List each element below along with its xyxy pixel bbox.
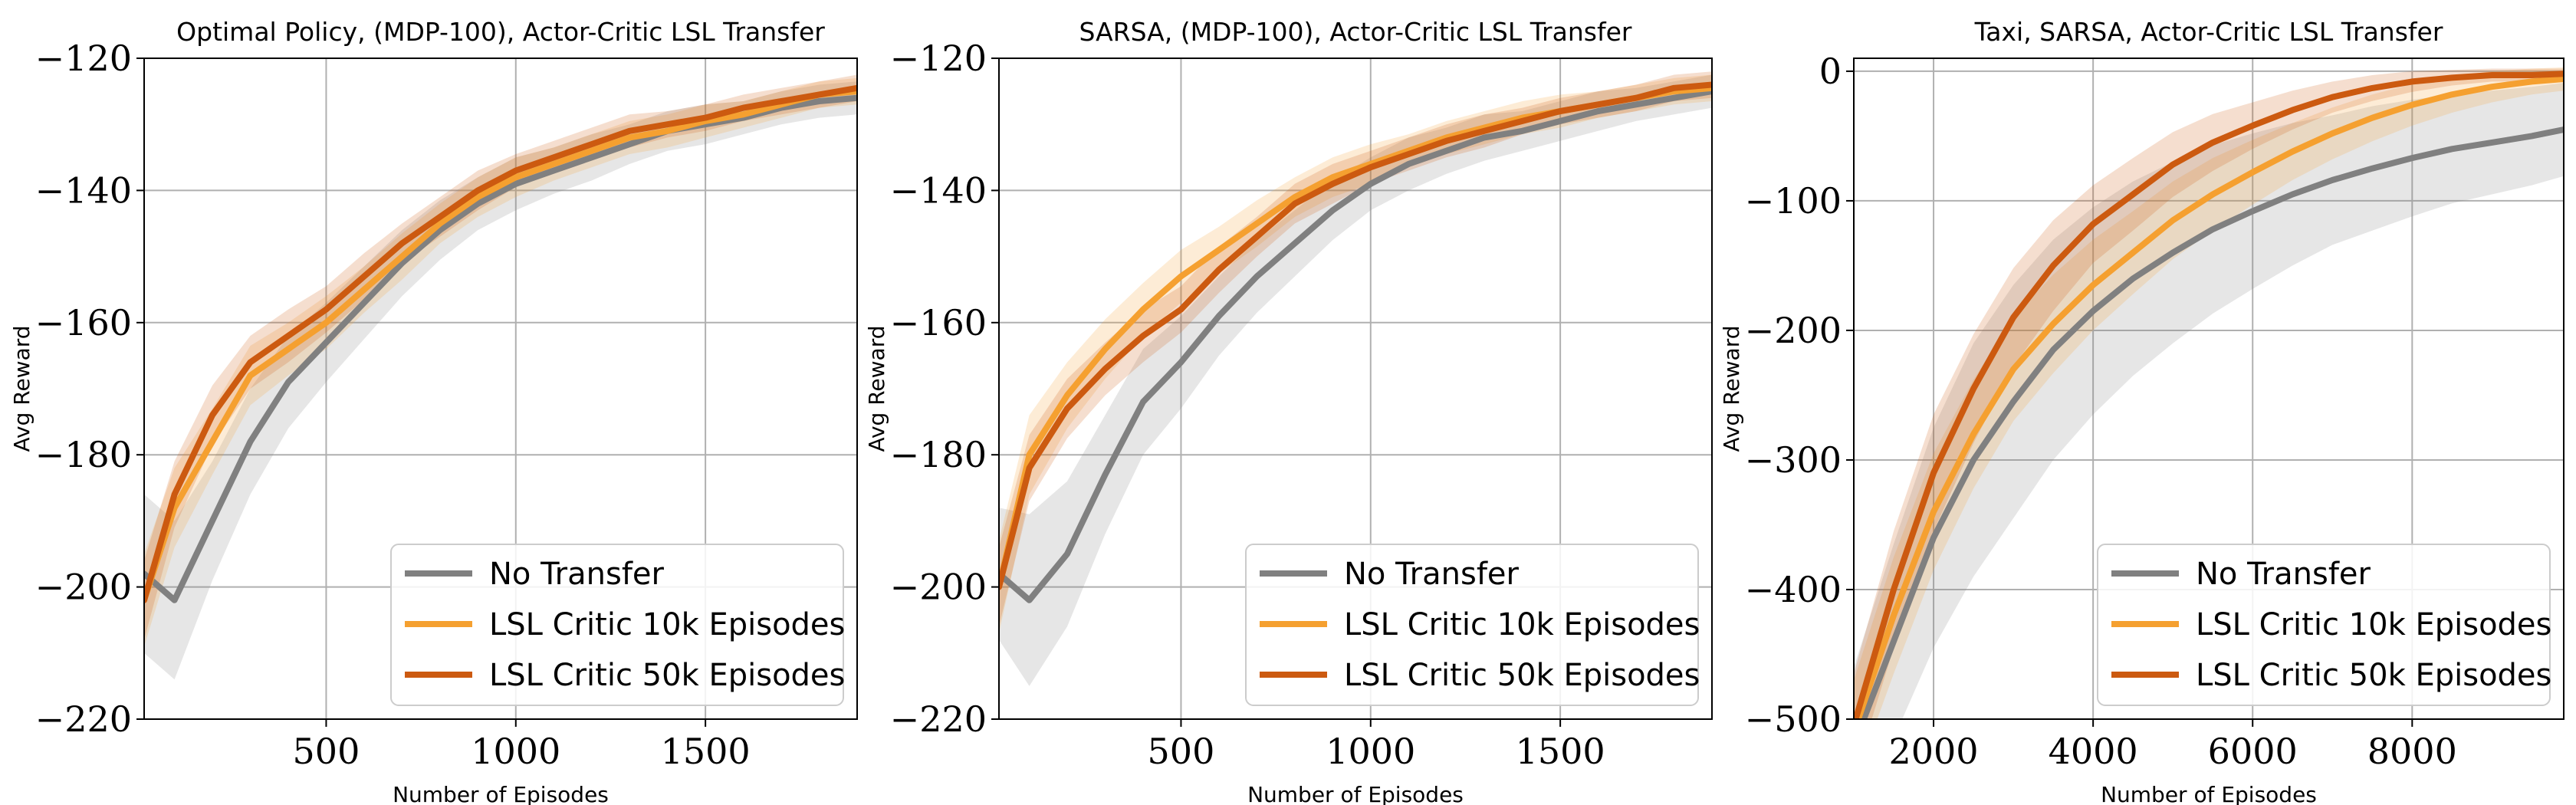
x-tick-label: 4000 bbox=[2049, 731, 2138, 772]
legend-label-lsl-critic-10k: LSL Critic 10k Episodes bbox=[1344, 607, 1700, 642]
y-tick-label: −300 bbox=[1745, 439, 1842, 481]
legend-label-lsl-critic-50k: LSL Critic 50k Episodes bbox=[489, 658, 845, 693]
series-line-no-transfer bbox=[1860, 127, 2564, 719]
series-line-lsl-critic-50k-episodes bbox=[1854, 71, 2564, 719]
series-line-lsl-critic-50k-episodes bbox=[999, 81, 1712, 590]
x-axis-label: Number of Episodes bbox=[1247, 782, 1464, 805]
series-group bbox=[999, 71, 1712, 686]
y-tick-label: −140 bbox=[35, 169, 132, 211]
y-tick-label: −220 bbox=[35, 698, 132, 740]
y-tick-label: −400 bbox=[1745, 569, 1842, 610]
chart-title: Optimal Policy, (MDP-100), Actor-Critic … bbox=[176, 17, 825, 47]
series-band-lsl-critic-10k-episodes bbox=[999, 74, 1712, 633]
series-group bbox=[144, 74, 857, 680]
series-line-no-transfer bbox=[144, 94, 857, 603]
series-band-lsl-critic-50k-episodes bbox=[999, 71, 1712, 627]
x-tick-label: 500 bbox=[1148, 731, 1215, 772]
plot-area: 500 1000 1500 −220 −200 −180 −160 −140 −120 bbox=[35, 38, 858, 772]
legend-label-lsl-critic-50k: LSL Critic 50k Episodes bbox=[2196, 658, 2551, 693]
chart-title: Taxi, SARSA, Actor-Critic LSL Transfer bbox=[1974, 17, 2443, 47]
plot-frame bbox=[1853, 58, 2564, 720]
plot-area: 2000 4000 6000 8000 −500 −400 −300 −200 −100 0 bbox=[1745, 51, 2564, 772]
y-tick-label: −160 bbox=[35, 302, 132, 343]
y-tick-label: 0 bbox=[1819, 51, 1842, 92]
x-tick-label: 1500 bbox=[1516, 731, 1605, 772]
legend-box bbox=[1245, 544, 1699, 706]
y-tick-label: −140 bbox=[890, 169, 987, 211]
y-axis-label: Avg Reward bbox=[1719, 325, 1744, 452]
legend-label-lsl-critic-50k: LSL Critic 50k Episodes bbox=[1344, 658, 1700, 693]
y-tick-label: −120 bbox=[890, 38, 987, 79]
x-tick-label: 500 bbox=[293, 731, 360, 772]
x-tick-label: 6000 bbox=[2208, 731, 2298, 772]
plot-area: 500 1000 1500 −220 −200 −180 −160 −140 −120 bbox=[890, 38, 1713, 772]
x-tick-label: 8000 bbox=[2367, 731, 2457, 772]
chart-panel-sarsa-mdp: 500 1000 1500 −220 −200 −180 −160 −140 −120 SARSA… bbox=[864, 17, 1713, 805]
series-line-lsl-critic-50k-episodes bbox=[144, 84, 857, 603]
y-tick-label: −180 bbox=[890, 434, 987, 475]
series-line-lsl-critic-10k-episodes bbox=[1855, 76, 2564, 719]
y-tick-label: −200 bbox=[890, 567, 987, 608]
y-tick-label: −200 bbox=[1745, 310, 1842, 351]
legend-label-no-transfer: No Transfer bbox=[1344, 557, 1520, 592]
series-line-lsl-critic-10k-episodes bbox=[144, 88, 857, 603]
y-axis-label: Avg Reward bbox=[9, 325, 34, 452]
y-tick-label: −160 bbox=[890, 302, 987, 343]
y-tick-label: −120 bbox=[35, 38, 132, 79]
x-tick-label: 1000 bbox=[471, 731, 560, 772]
x-tick-label: 1000 bbox=[1326, 731, 1415, 772]
chart-panel-taxi-sarsa: 2000 4000 6000 8000 −500 −400 −300 −200 −100 0 Tax… bbox=[1719, 17, 2564, 805]
plot-frame bbox=[143, 58, 858, 720]
series-group bbox=[1854, 67, 2564, 719]
y-tick-label: −100 bbox=[1745, 180, 1842, 222]
x-tick-label: 2000 bbox=[1889, 731, 1979, 772]
legend-label-no-transfer: No Transfer bbox=[489, 557, 665, 592]
plot-frame bbox=[998, 58, 1713, 720]
x-axis-label: Number of Episodes bbox=[393, 782, 609, 805]
series-line-no-transfer bbox=[999, 88, 1712, 603]
chart-title: SARSA, (MDP-100), Actor-Critic LSL Trans… bbox=[1079, 17, 1632, 47]
y-tick-label: −500 bbox=[1745, 698, 1842, 740]
y-tick-label: −180 bbox=[35, 434, 132, 475]
x-tick-label: 1500 bbox=[661, 731, 751, 772]
legend-label-lsl-critic-10k: LSL Critic 10k Episodes bbox=[2196, 607, 2551, 642]
legend-label-no-transfer: No Transfer bbox=[2196, 557, 2371, 592]
legend-box bbox=[390, 544, 844, 706]
y-axis-label: Avg Reward bbox=[864, 325, 889, 452]
y-tick-label: −200 bbox=[35, 567, 132, 608]
y-tick-label: −220 bbox=[890, 698, 987, 740]
legend-box bbox=[2097, 544, 2551, 706]
x-axis-label: Number of Episodes bbox=[2101, 782, 2317, 805]
chart-panel-optimal-policy: 500 1000 1500 −220 −200 −180 −160 −140 −120 Optim… bbox=[9, 17, 858, 805]
legend-label-lsl-critic-10k: LSL Critic 10k Episodes bbox=[489, 607, 845, 642]
